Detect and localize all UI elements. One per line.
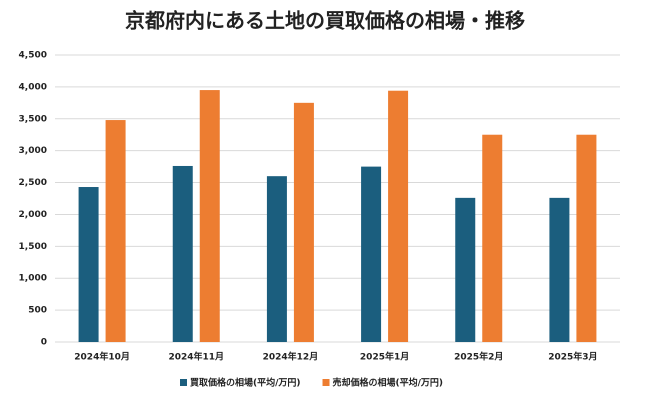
bar (576, 134, 597, 342)
y-tick-label: 1,500 (19, 242, 47, 252)
bar (455, 197, 476, 342)
x-tick-label: 2025年2月 (454, 351, 503, 363)
y-tick-label: 2,000 (19, 210, 47, 220)
legend-label: 買取価格の相場(平均/万円) (190, 377, 301, 389)
legend-swatch (180, 379, 187, 386)
bar (361, 166, 382, 342)
bar (172, 165, 193, 342)
x-tick-label: 2024年10月 (74, 351, 130, 363)
y-tick-label: 500 (28, 306, 47, 316)
chart-title: 京都府内にある土地の買取価格の相場・推移 (125, 9, 525, 33)
legend-swatch (322, 379, 330, 386)
bar (78, 187, 99, 342)
bar (105, 120, 126, 342)
bar (549, 197, 570, 342)
y-tick-label: 4,000 (19, 82, 47, 92)
x-tick-label: 2025年3月 (548, 351, 597, 363)
legend-label: 売却価格の相場(平均/万円) (333, 377, 444, 389)
bar (388, 90, 409, 343)
x-tick-label: 2024年11月 (168, 351, 224, 363)
y-tick-label: 0 (41, 338, 47, 348)
bar (293, 102, 314, 342)
bar (266, 176, 287, 342)
bar (482, 134, 503, 342)
bar (199, 90, 220, 342)
y-tick-label: 3,500 (19, 114, 47, 124)
y-tick-label: 1,000 (19, 274, 47, 284)
x-tick-label: 2024年12月 (263, 351, 319, 363)
y-tick-label: 2,500 (19, 178, 47, 188)
y-tick-label: 4,500 (19, 51, 47, 61)
x-tick-label: 2025年1月 (360, 351, 409, 363)
y-tick-label: 3,000 (19, 146, 47, 156)
